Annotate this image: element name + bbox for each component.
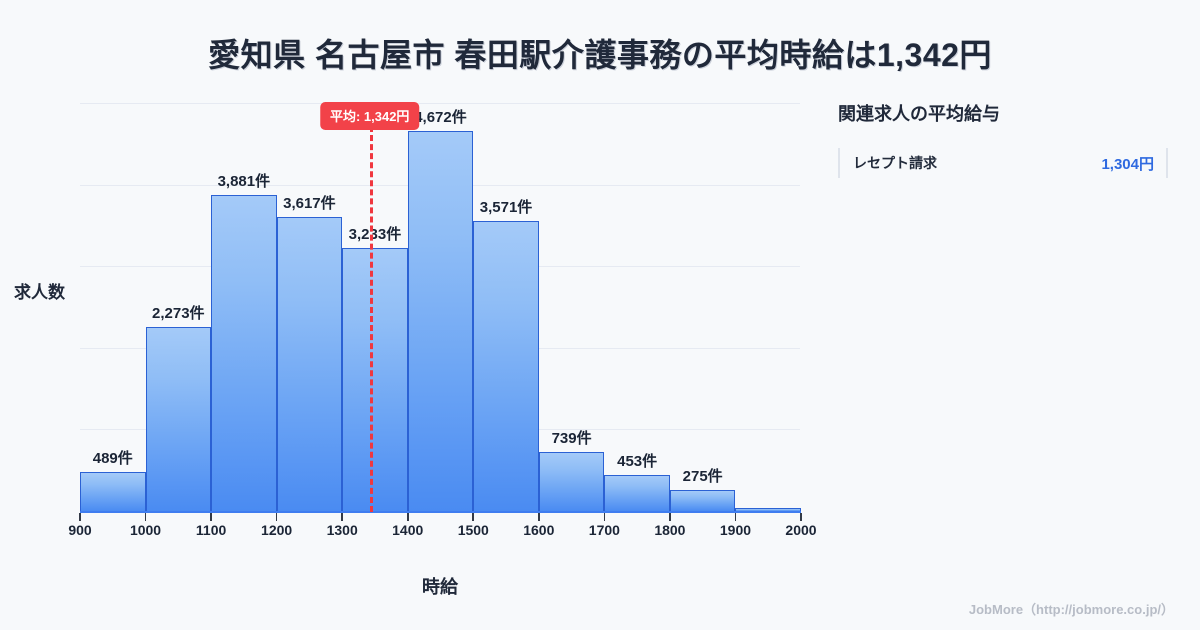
bar-value-label: 489件 [92,450,133,468]
x-axis-tick [538,513,540,521]
x-axis-tick-label: 1300 [326,522,358,538]
bar-value-label: 739件 [551,429,592,447]
x-axis-tick [472,513,475,521]
x-axis-tick [669,513,671,521]
x-axis-tick [144,513,147,521]
bar-value-label: 453件 [617,453,658,471]
bar [211,195,277,512]
x-axis-tick-label: 1700 [588,522,620,538]
x-axis-tick [603,513,606,521]
bar-value-label: 3,617件 [283,194,336,212]
gridline [80,103,800,105]
x-axis-tick-label: 1600 [523,522,555,538]
bar [276,216,343,512]
bar-value-label: 4,672件 [414,108,467,126]
x-axis-tick-label: 1400 [392,522,424,538]
bar-value-label: 3,571件 [479,198,533,216]
x-axis-tick-label: 1100 [195,522,227,538]
page-title: 愛知県 名古屋市 春田駅介護事務の平均時給は1,342円 [208,37,992,73]
x-axis-tick [406,513,409,521]
bar [145,326,212,512]
bar [407,130,474,512]
bar-value-label: 3,881件 [217,173,271,191]
bar-value-label: 2,273件 [152,304,205,322]
x-axis-tick-label: 2000 [785,522,817,538]
x-axis-tick-label: 1500 [457,522,489,538]
watermark-footer: JobMore（http://jobmore.co.jp/） [968,602,1174,617]
related-salary-name: レセプト請求 [853,155,937,171]
x-axis-tick-label: 1900 [719,522,752,538]
x-axis-line [80,511,801,513]
x-axis-tick-label: 1200 [261,522,293,538]
bar-value-label: 275件 [682,467,723,485]
average-badge: 平均: 1,342円 [319,102,420,130]
x-axis-tick [275,513,278,521]
x-axis-tick [210,513,212,521]
x-axis-tick [341,513,343,521]
related-salary-title: 関連求人の平均給与 [838,104,1000,124]
x-axis-tick-label: 900 [68,522,92,538]
related-salary-panel: 関連求人の平均給与 レセプト請求 1,304円 [838,100,1168,178]
bar-series: 489件 2,273件 3,881件 3,617件 3,233件 4,672件 3,571件… [80,95,801,512]
x-axis-tick [800,513,802,521]
bar [538,451,605,512]
y-axis-title: 求人数 [14,283,65,302]
bar [80,472,146,512]
related-salary-list: レセプト請求 1,304円 [838,148,1168,178]
x-axis-tick [79,513,81,521]
bar [669,489,736,512]
average-line [369,126,373,512]
related-salary-value: 1,304円 [1101,155,1154,173]
bar-value-label: 3,233件 [348,226,402,244]
x-axis-title: 時給 [422,577,458,597]
bar [473,220,539,512]
x-axis-tick-label: 1000 [129,522,162,538]
bar [342,248,408,512]
x-axis-tick-label: 1800 [654,522,686,538]
related-salary-row[interactable]: レセプト請求 1,304円 [838,148,1168,178]
x-axis-tick [734,513,737,521]
